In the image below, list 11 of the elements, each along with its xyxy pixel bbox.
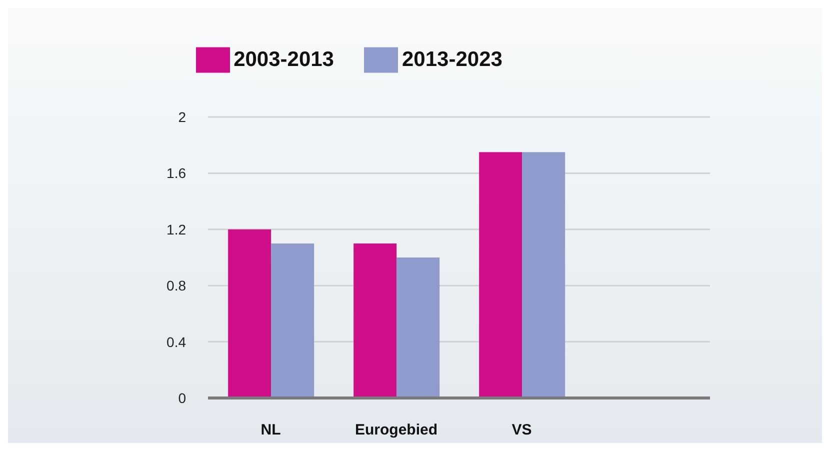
legend-label: 2013-2023 xyxy=(402,48,502,71)
y-tick-label: 0.8 xyxy=(166,278,186,294)
y-tick-label: 0.4 xyxy=(166,334,186,350)
y-tick-label: 0 xyxy=(178,390,186,406)
y-tick-label: 1.6 xyxy=(166,165,186,182)
legend-label: 2003-2013 xyxy=(234,48,334,71)
x-tick-label: VS xyxy=(512,422,532,439)
x-tick-label: Eurogebied xyxy=(354,422,438,439)
x-tick-label: NL xyxy=(260,422,281,439)
y-tick-label: 2 xyxy=(178,108,186,125)
y-tick-label: 1.2 xyxy=(166,221,186,238)
